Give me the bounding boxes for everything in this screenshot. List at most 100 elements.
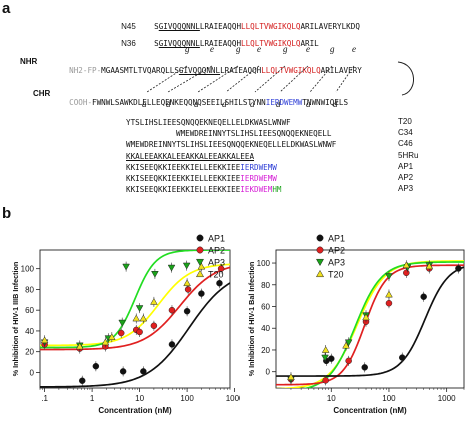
y-axis-label: % Inhibition of HIV-1 IIIB Infection (11, 262, 20, 377)
point-ap1 (119, 368, 127, 375)
point-ap3 (151, 271, 159, 278)
legend-label-ap3: AP3 (328, 258, 345, 268)
connector-line (146, 65, 188, 93)
connector-line (335, 65, 355, 93)
x-tick-label: 10 (135, 394, 144, 403)
point-t20 (342, 341, 350, 349)
n45-name: N45 (121, 22, 136, 31)
chr-main: FWNWLSAWKDLELLEQENKEQQNQSEEILSHILSTYNN (92, 98, 266, 107)
connector-line (279, 65, 309, 93)
x-tick-label: 1000 (226, 394, 240, 403)
peptide-binding-motif: IERDWEMW (240, 162, 277, 172)
legend-marker-t20 (195, 269, 205, 278)
peptide-sequence: KKISEEQKKIEEKKIELLEEKKIEE (126, 185, 241, 195)
point-ap1 (78, 377, 86, 384)
peptide-sequence: KKISEEQKKIEEKKIELLEEKKIEE (126, 162, 241, 172)
connector-line (167, 65, 213, 93)
peptide-row-c34: WMEWDREINNYTSLIHSLIEESQNQQEKNEQELL (176, 129, 331, 138)
peptide-row-c46: WMEWDREINNYTSLIHSLIEESQNQQEKNEQELLELDKWA… (126, 140, 336, 149)
point-ap3 (167, 264, 176, 272)
point-t20 (425, 262, 434, 270)
plot-frame (275, 249, 465, 389)
peptide-sequence: KKALEEAKKALEEAKKALEEAKKALEEA (126, 151, 255, 161)
heptad-bottom-6: a (306, 99, 311, 109)
peptide-name: AP1 (398, 161, 414, 171)
point-ap1 (198, 290, 205, 297)
y-tick-label: 100 (21, 265, 35, 274)
n45-sequence: N45 SGIVQQQNNLLRAIEAQQHLLQLTVWGIKQLQARIL… (112, 13, 360, 31)
heptad-bottom-3: d (222, 99, 227, 109)
peptide-name: AP3 (398, 184, 414, 194)
peptide-binding-motif: IEKDWEM (240, 185, 273, 195)
n45-mid: LRAIEAQQH (199, 22, 242, 31)
fit-curve-ap1 (40, 282, 230, 388)
point-ap2 (345, 357, 352, 365)
y-tick-label: 80 (261, 281, 270, 290)
fit-curve-ap2 (40, 266, 230, 351)
n45-underlined: GIVQQQNNL (158, 22, 200, 31)
point-t20 (197, 262, 206, 270)
y-tick-label: 80 (25, 285, 34, 294)
n36-mid: LRAIEAQQH (199, 39, 242, 48)
nhr-sequence: NH2-FP-MGAASMTLTVQARQLLSGIVQQQNNLLRAIEAQ… (60, 57, 362, 75)
point-ap2 (322, 377, 329, 384)
point-ap2 (184, 286, 192, 293)
point-ap3 (122, 263, 130, 271)
point-t20 (402, 261, 411, 269)
point-ap1 (455, 265, 462, 272)
peptide-binding-motif: IERDWEMW (240, 174, 277, 183)
peptide-sequence: WMEWDREINNYTSLIHSLIEESQNQQEKNEQELL (176, 129, 332, 139)
nhr-label: NHR (20, 57, 38, 66)
point-ap2 (403, 269, 410, 277)
peptide-name: AP2 (398, 173, 414, 182)
point-ap1 (361, 364, 368, 371)
chr-blue: IERDWEMW (265, 98, 303, 107)
peptide-row-ap3: KKISEEQKKIEEKKIELLEEKKIEEIEKDWEMHM (126, 185, 281, 194)
point-ap1 (216, 279, 223, 287)
point-t20 (139, 314, 148, 322)
chr-sequence: COOH-FWNWLSAWKDLELLEQENKEQQNQSEEILSHILST… (60, 89, 348, 107)
n36-name: N36 (121, 39, 136, 48)
point-ap2 (117, 329, 125, 337)
peptide-row-ap1: KKISEEQKKIEEKKIELLEEKKIEEIERDWEMW (126, 163, 277, 172)
point-ap1 (168, 341, 176, 348)
nhr-terminus: NH2-FP- (69, 66, 102, 75)
legend-label-t20: T20 (328, 270, 344, 280)
point-ap2 (385, 299, 393, 307)
point-t20 (40, 336, 49, 344)
point-ap1 (183, 307, 191, 315)
nhr-post: ARILAVERY (320, 66, 362, 75)
point-ap3 (344, 339, 353, 347)
x-axis-label: Concentration (nM) (98, 406, 172, 415)
legend-marker-ap2 (196, 246, 204, 254)
nhr-mid: LRAIEAQQH (220, 66, 262, 75)
heptad-top-5: e (306, 44, 310, 54)
legend-marker-ap2 (316, 246, 324, 254)
panel-a-label: a (2, 0, 11, 17)
chart-bal: 10 100 1000 0 20 40 60 80 100 Concentration (nM)%… (247, 234, 465, 415)
heptad-top-0: g (185, 44, 190, 54)
x-tick-label: .1 (41, 394, 48, 403)
heptad-top-1: e (210, 44, 214, 54)
chr-terminus: COOH- (69, 98, 93, 107)
n45-post: ARILAVERYLKDQ (300, 22, 360, 31)
legend-label-t20: T20 (208, 270, 224, 280)
n36-red: LLQLTVWGIKQLQ (241, 39, 301, 48)
y-tick-label: 100 (257, 259, 271, 268)
legend-marker-ap3 (315, 258, 325, 267)
heptad-bottom-1: d (166, 99, 171, 109)
y-tick-label: 60 (25, 306, 34, 315)
point-ap3 (118, 319, 127, 327)
point-ap1 (328, 355, 335, 362)
legend-marker-ap1 (316, 234, 324, 242)
peptide-sequence: WMEWDREINNYTSLIHSLIEESQNQQEKNEQELLELDKWA… (126, 140, 337, 150)
point-t20 (321, 346, 330, 353)
point-ap3 (321, 354, 329, 362)
nhr-pre: MGAASMTLTVQARQLLS (101, 66, 179, 75)
n36-pre: S (154, 39, 159, 48)
x-axis-label: Concentration (nM) (333, 406, 407, 415)
heptad-top-3: e (257, 44, 261, 54)
point-ap3 (385, 273, 393, 280)
heptad-top-2: g (236, 44, 241, 54)
fit-curve-ap1 (276, 266, 464, 377)
